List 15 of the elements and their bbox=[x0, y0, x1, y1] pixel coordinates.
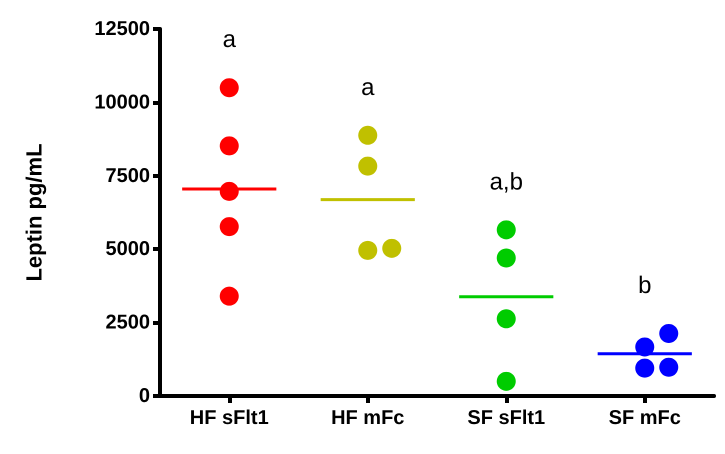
annotation: a,b bbox=[490, 168, 523, 196]
y-tick-label: 2500 bbox=[106, 312, 150, 334]
y-tick-label: 5000 bbox=[106, 238, 150, 260]
x-tick-label: SF sFlt1 bbox=[467, 407, 546, 429]
x-tick-label: SF mFc bbox=[608, 407, 681, 429]
x-tick-label: HF sFlt1 bbox=[190, 407, 269, 429]
annotation: a bbox=[222, 26, 237, 54]
annotation: b bbox=[638, 272, 652, 299]
y-tick-label: 0 bbox=[138, 385, 150, 407]
y-tick-label: 12500 bbox=[94, 18, 150, 40]
y-axis-title: Leptin pg/mL bbox=[22, 143, 46, 282]
y-tick-label: 7500 bbox=[106, 164, 150, 187]
x-tick-label: HF mFc bbox=[331, 407, 404, 429]
y-tick-label: 10000 bbox=[94, 91, 150, 114]
annotation: a bbox=[361, 74, 376, 101]
